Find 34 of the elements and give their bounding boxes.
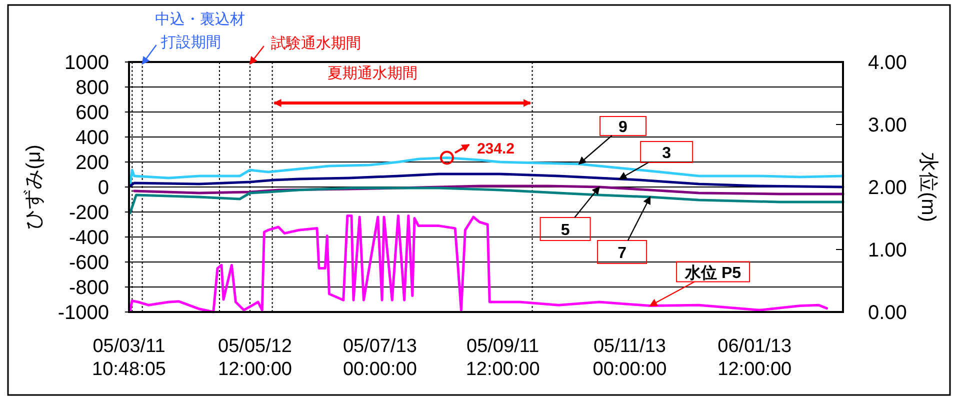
- x-tick-label: 05/11/13 00:00:00: [592, 336, 667, 380]
- annotation: 234.2: [476, 140, 514, 158]
- series-label: 水位 P5: [684, 264, 742, 282]
- text: 打設期間: [160, 34, 221, 51]
- y-tick-label: 800: [76, 77, 109, 99]
- series-label: 9: [618, 119, 628, 136]
- series-label: 3: [662, 145, 672, 162]
- y-tick-label: 600: [76, 102, 109, 124]
- y-tick-label: -800: [68, 277, 109, 299]
- x-tick-label: 06/01/13 12:00:00: [718, 336, 792, 380]
- y-axis-title: ひずみ(μ): [23, 144, 45, 230]
- text: 7: [618, 245, 627, 262]
- x-tick-label: 05/09/11 12:00:00: [466, 336, 540, 380]
- y-tick-label: 0: [98, 177, 109, 199]
- y2-tick-label: 4.00: [868, 52, 907, 74]
- annotation: 夏期通水期間: [327, 65, 418, 82]
- text: 試験通水期間: [271, 35, 361, 52]
- text: 中込・裏込材: [155, 11, 245, 28]
- y2-tick-label: 0.00: [868, 302, 907, 324]
- y-tick-label: -400: [68, 227, 109, 249]
- y2-tick-label: 3.00: [868, 114, 907, 136]
- y-tick-label: -1000: [58, 302, 109, 324]
- y-tick-label: -200: [68, 202, 109, 224]
- text: 5: [560, 222, 570, 239]
- y-tick-label: -600: [68, 252, 109, 274]
- y2-tick-label: 2.00: [868, 177, 907, 199]
- x-tick-label: 05/03/11 10:48:05: [92, 336, 166, 380]
- y2-tick-label: 1.00: [868, 240, 907, 262]
- y2-axis-title: 水位(m): [917, 152, 939, 222]
- y-tick-label: 200: [76, 152, 109, 174]
- y-tick-label: 400: [76, 127, 109, 149]
- y-tick-label: 1000: [64, 52, 109, 74]
- x-tick-label: 05/07/13 00:00:00: [342, 336, 417, 380]
- x-tick-label: 05/05/12 12:00:00: [218, 336, 292, 380]
